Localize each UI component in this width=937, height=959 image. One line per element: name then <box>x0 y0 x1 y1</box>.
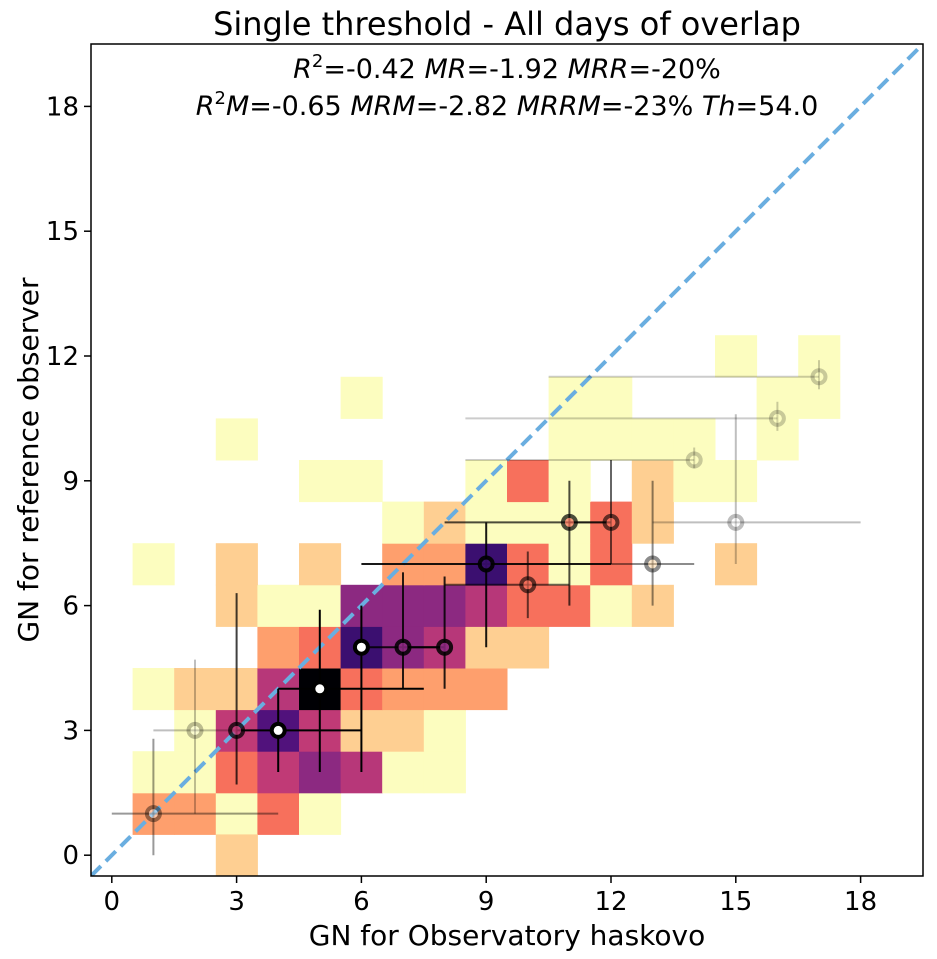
x-tick-label: 6 <box>353 887 370 917</box>
x-axis: 0 3 6 9 12 15 18 <box>104 876 877 917</box>
y-tick-label: 3 <box>62 716 79 746</box>
y-axis: 0 3 6 9 12 15 18 <box>46 92 91 871</box>
heatmap-cell <box>756 376 799 419</box>
y-tick-label: 15 <box>46 217 79 247</box>
x-tick-label: 15 <box>719 887 752 917</box>
heatmap-cell <box>132 751 175 794</box>
heatmap-cell <box>299 543 342 586</box>
heatmap-cell <box>382 501 425 544</box>
median-marker <box>436 638 454 656</box>
x-tick-label: 9 <box>478 887 495 917</box>
heatmap-cell <box>215 543 258 586</box>
heatmap-cell <box>673 460 716 503</box>
median-marker <box>810 368 828 386</box>
heatmap-cell <box>299 460 342 503</box>
heatmap-cell <box>507 626 550 669</box>
stats-annotation: R2=-0.42 MR=-1.92 MRR=-20% R2M=-0.65 MRM… <box>196 51 819 122</box>
heatmap-cell <box>257 584 300 627</box>
median-marker <box>560 513 578 531</box>
median-marker <box>352 638 370 656</box>
heatmap-cell <box>340 460 383 503</box>
median-marker <box>144 805 162 823</box>
heatmap-cell <box>631 418 674 461</box>
median-marker <box>477 555 495 573</box>
stat-r2: -0.42 <box>346 54 416 85</box>
median-marker <box>394 638 412 656</box>
heatmap-cell <box>423 751 466 794</box>
median-marker <box>269 721 287 739</box>
heatmap-cell <box>507 460 550 503</box>
x-tick-label: 12 <box>594 887 627 917</box>
heatmap-cell <box>798 335 841 378</box>
y-tick-label: 6 <box>62 592 79 622</box>
stat-mrrm: -23% <box>624 91 694 122</box>
heatmap-cell <box>715 335 758 378</box>
median-marker <box>644 555 662 573</box>
heatmap-cell <box>132 543 175 586</box>
heatmap-cell <box>257 626 300 669</box>
y-tick-label: 0 <box>62 841 79 871</box>
heatmap-cell <box>465 668 508 711</box>
heatmap-cell <box>673 418 716 461</box>
heatmap-cell <box>174 792 217 835</box>
median-marker <box>228 721 246 739</box>
y-tick-label: 9 <box>62 467 79 497</box>
heatmap-cell <box>423 709 466 752</box>
median-marker <box>602 513 620 531</box>
identity-line <box>91 44 923 876</box>
heatmap-cell <box>590 584 633 627</box>
median-marker <box>186 721 204 739</box>
x-tick-label: 0 <box>104 887 121 917</box>
heatmap-cell <box>174 668 217 711</box>
heatmap-cell <box>590 376 633 419</box>
heatmap-cell <box>631 501 674 544</box>
y-tick-label: 18 <box>46 92 79 122</box>
heatmap-cell <box>257 792 300 835</box>
stats-line-2: R2M=-0.65 MRM=-2.82 MRRM=-23% Th=54.0 <box>196 88 819 122</box>
heatmap-cells <box>132 335 841 876</box>
stat-mr: -1.92 <box>489 54 559 85</box>
y-tick-label: 12 <box>46 342 79 372</box>
heatmap-cell <box>215 418 258 461</box>
heatmap-cell <box>631 584 674 627</box>
stat-r2m: -0.65 <box>272 91 342 122</box>
heatmap-cell <box>756 418 799 461</box>
stat-mrr: -20% <box>651 54 721 85</box>
x-axis-label: GN for Observatory haskovo <box>309 919 705 952</box>
heatmap-cell <box>590 418 633 461</box>
median-marker <box>519 576 537 594</box>
heatmap-cell <box>215 792 258 835</box>
y-axis-label: GN for reference observer <box>12 277 45 643</box>
heatmap-cell <box>382 751 425 794</box>
heatmap-cell <box>798 376 841 419</box>
median-marker <box>685 451 703 469</box>
plot-frame <box>90 43 924 877</box>
heatmap-cell <box>299 792 342 835</box>
heatmap-cell <box>548 418 591 461</box>
heatmap-cell <box>215 834 258 876</box>
stat-th: 54.0 <box>758 91 818 122</box>
markers <box>144 368 828 823</box>
stat-mrm: -2.82 <box>438 91 508 122</box>
median-marker <box>768 409 786 427</box>
heatmap-cell <box>631 460 674 503</box>
heatmap-cell <box>132 668 175 711</box>
heatmap-cell <box>174 709 217 752</box>
x-tick-label: 18 <box>844 887 877 917</box>
heatmap-cell <box>715 460 758 503</box>
heatmap-cell <box>715 543 758 586</box>
error-bars <box>111 360 861 856</box>
x-tick-label: 3 <box>228 887 245 917</box>
median-marker <box>311 680 329 698</box>
stats-line-1: R2=-0.42 MR=-1.92 MRR=-20% <box>293 51 721 85</box>
chart-title: Single threshold - All days of overlap <box>213 5 801 43</box>
heatmap-cell <box>382 709 425 752</box>
heatmap-cell <box>340 376 383 419</box>
median-marker <box>727 513 745 531</box>
plot-area <box>90 43 924 877</box>
